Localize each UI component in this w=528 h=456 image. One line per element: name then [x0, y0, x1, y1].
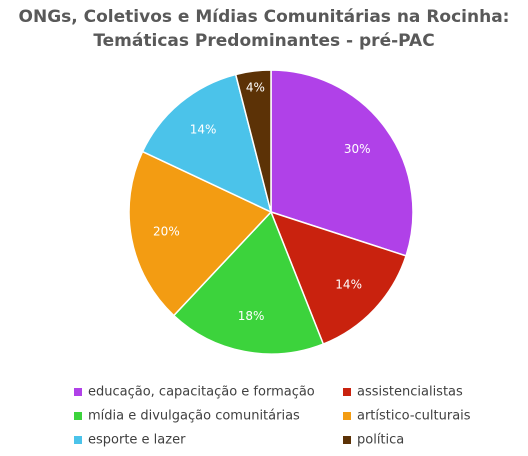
data-label: 4%: [246, 81, 265, 95]
legend-label: educação, capacitação e formação: [88, 385, 315, 400]
pie-slice: [269, 210, 407, 346]
legend-marker: [343, 436, 351, 444]
legend-label: artístico-culturais: [357, 409, 471, 424]
pie-slice: [141, 73, 273, 214]
legend-label: mídia e divulgação comunitárias: [88, 409, 300, 424]
pie-slice: [270, 69, 414, 257]
data-label: 14%: [335, 277, 362, 291]
legend-marker: [343, 388, 351, 396]
legend-label: esporte e lazer: [88, 433, 186, 448]
data-label: 20%: [153, 224, 180, 238]
legend-marker: [74, 436, 82, 444]
data-label: 18%: [238, 309, 265, 323]
chart-title: ONGs, Coletivos e Mídias Comunitárias na…: [19, 7, 510, 27]
pie-slice: [234, 69, 272, 213]
legend-label: política: [357, 433, 404, 448]
pie-slice: [172, 210, 325, 355]
legend-label: assistencialistas: [357, 385, 463, 400]
legend-marker: [74, 412, 82, 420]
data-label: 14%: [190, 122, 217, 136]
pie-slice: [128, 150, 273, 317]
chart-title: Temáticas Predominantes - pré-PAC: [93, 31, 434, 51]
legend-marker: [74, 388, 82, 396]
legend-marker: [343, 412, 351, 420]
data-label: 30%: [344, 142, 371, 156]
